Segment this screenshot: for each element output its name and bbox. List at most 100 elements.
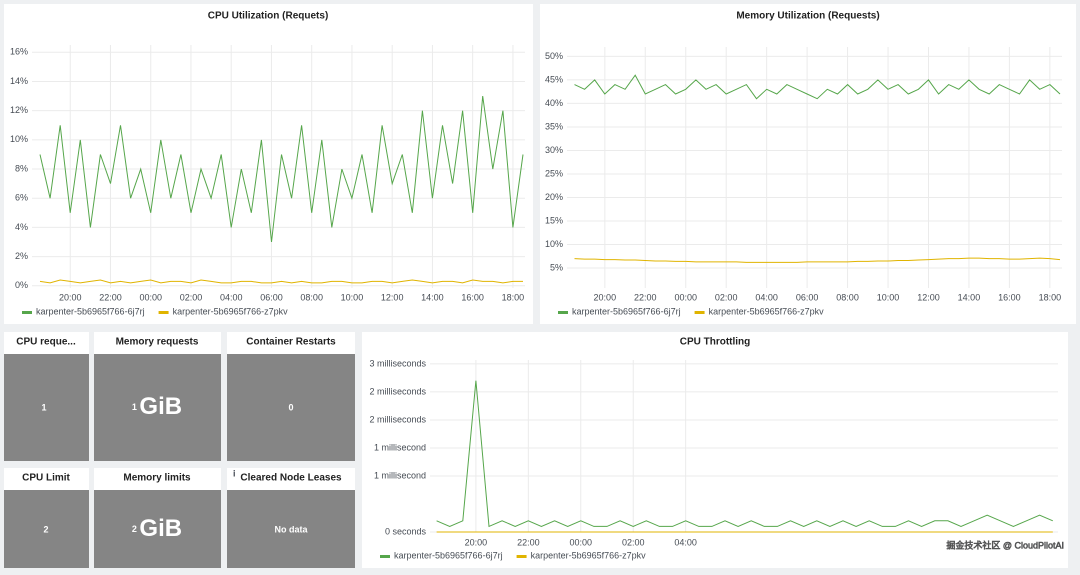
- chart-title: Memory Utilization (Requests): [736, 11, 879, 22]
- y-tick-label: 0%: [15, 280, 28, 290]
- legend-label: karpenter-5b6965f766-z7pkv: [709, 306, 825, 316]
- stat-title: CPU reque...: [16, 337, 76, 348]
- x-tick-label: 10:00: [877, 292, 900, 302]
- stat-value: 2 GiB: [132, 515, 182, 542]
- x-tick-label: 00:00: [570, 537, 593, 547]
- y-tick-label: 40%: [545, 98, 563, 108]
- x-tick-label: 08:00: [836, 292, 859, 302]
- x-tick-label: 14:00: [958, 292, 981, 302]
- stat-value: 0: [288, 402, 293, 412]
- x-tick-label: 02:00: [180, 292, 203, 302]
- x-tick-label: 18:00: [502, 292, 525, 302]
- y-tick-label: 4%: [15, 222, 28, 232]
- y-tick-label: 6%: [15, 193, 28, 203]
- y-tick-label: 12%: [10, 105, 28, 115]
- chart-title: CPU Throttling: [680, 337, 751, 348]
- stat-title: Memory requests: [116, 337, 199, 348]
- stat-panel: i Cleared Node Leases No data: [227, 468, 355, 568]
- x-tick-label: 04:00: [755, 292, 778, 302]
- y-tick-label: 8%: [15, 163, 28, 173]
- y-tick-label: 10%: [10, 134, 28, 144]
- series-line: [39, 279, 523, 284]
- chart-title: CPU Utilization (Requets): [208, 11, 329, 22]
- x-tick-label: 16:00: [461, 292, 484, 302]
- legend-swatch: [22, 311, 32, 314]
- y-tick-label: 20%: [545, 192, 563, 202]
- x-tick-label: 08:00: [300, 292, 323, 302]
- series-line: [574, 257, 1061, 263]
- x-tick-label: 22:00: [634, 292, 657, 302]
- stat-panel: CPU Limit 2: [4, 468, 89, 568]
- x-tick-label: 12:00: [381, 292, 404, 302]
- info-icon[interactable]: i: [233, 468, 236, 478]
- legend-label: karpenter-5b6965f766-6j7rj: [36, 306, 145, 316]
- stat-title: CPU Limit: [22, 473, 70, 484]
- stat-panel: Memory limits 2 GiB: [94, 468, 221, 568]
- stat-background: [227, 354, 355, 461]
- legend-swatch: [380, 555, 390, 558]
- x-tick-label: 20:00: [59, 292, 82, 302]
- x-tick-label: 18:00: [1039, 292, 1062, 302]
- legend-swatch: [558, 311, 568, 314]
- series-line: [436, 380, 1053, 528]
- stat-title: Memory limits: [123, 473, 191, 484]
- legend-label: karpenter-5b6965f766-z7pkv: [531, 550, 647, 560]
- y-tick-label: 3 milliseconds: [369, 358, 426, 368]
- y-tick-label: 5%: [550, 262, 563, 272]
- y-tick-label: 50%: [545, 51, 563, 61]
- x-tick-label: 16:00: [998, 292, 1021, 302]
- y-tick-label: 14%: [10, 76, 28, 86]
- stat-number: 2: [132, 524, 137, 534]
- legend-swatch: [516, 555, 527, 558]
- y-tick-label: 10%: [545, 239, 563, 249]
- y-tick-label: 2 milliseconds: [369, 386, 426, 396]
- y-tick-label: 30%: [545, 145, 563, 155]
- legend-label: karpenter-5b6965f766-z7pkv: [173, 306, 289, 316]
- legend-swatch: [158, 311, 169, 314]
- x-tick-label: 10:00: [341, 292, 364, 302]
- y-tick-label: 2 milliseconds: [369, 414, 426, 424]
- stat-panel: Memory requests 1 GiB: [94, 332, 221, 461]
- stat-title: Container Restarts: [246, 337, 336, 348]
- stat-background: [94, 354, 221, 461]
- legend-label: karpenter-5b6965f766-6j7rj: [394, 550, 503, 560]
- legend-swatch: [694, 311, 705, 314]
- watermark: 掘金技术社区 @ CloudPilotAI: [946, 539, 1064, 550]
- stat-panel: CPU reque... 1: [4, 332, 89, 461]
- y-tick-label: 45%: [545, 74, 563, 84]
- x-tick-label: 06:00: [260, 292, 283, 302]
- panel: [540, 4, 1076, 324]
- stat-number: 1: [132, 402, 137, 412]
- legend-label: karpenter-5b6965f766-6j7rj: [572, 306, 681, 316]
- x-tick-label: 04:00: [674, 537, 697, 547]
- stat-value: 1: [41, 402, 46, 412]
- panel: [362, 332, 1068, 568]
- x-tick-label: 00:00: [674, 292, 697, 302]
- stat-value: No data: [274, 524, 308, 534]
- x-tick-label: 02:00: [715, 292, 738, 302]
- x-tick-label: 14:00: [421, 292, 444, 302]
- x-tick-label: 20:00: [465, 537, 488, 547]
- stat-background: [4, 354, 89, 461]
- stat-unit: GiB: [139, 393, 182, 420]
- y-tick-label: 35%: [545, 121, 563, 131]
- x-tick-label: 12:00: [917, 292, 940, 302]
- stat-title: Cleared Node Leases: [240, 473, 342, 484]
- x-tick-label: 00:00: [139, 292, 162, 302]
- y-tick-label: 1 millisecond: [374, 470, 426, 480]
- x-tick-label: 20:00: [594, 292, 617, 302]
- stat-value: 1 GiB: [132, 393, 182, 420]
- x-tick-label: 22:00: [517, 537, 540, 547]
- panel: [4, 4, 533, 324]
- stat-background: [227, 490, 355, 568]
- y-tick-label: 25%: [545, 168, 563, 178]
- y-tick-label: 15%: [545, 215, 563, 225]
- x-tick-label: 22:00: [99, 292, 122, 302]
- x-tick-label: 02:00: [622, 537, 645, 547]
- stat-unit: GiB: [139, 515, 182, 542]
- stat-background: [94, 490, 221, 568]
- x-tick-label: 06:00: [796, 292, 819, 302]
- stat-background: [4, 490, 89, 568]
- y-tick-label: 0 seconds: [385, 526, 427, 536]
